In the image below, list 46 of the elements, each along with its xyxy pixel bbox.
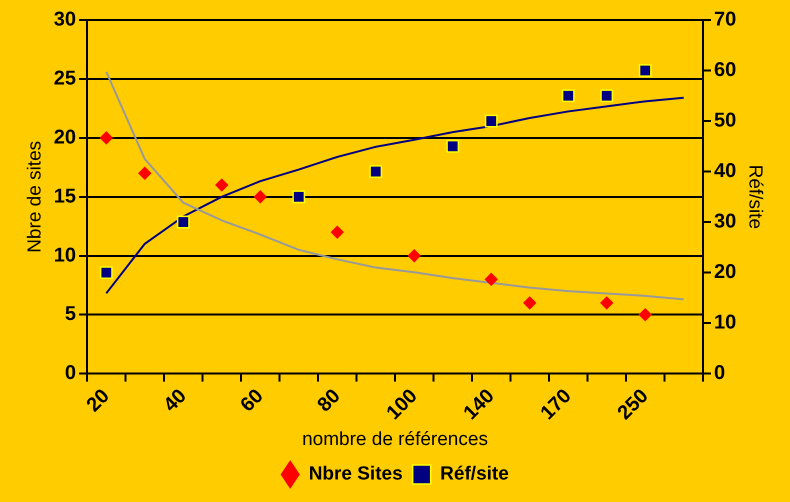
point [446, 140, 460, 153]
y2-tick-label: 30 [714, 210, 736, 233]
point [292, 190, 306, 204]
point [176, 216, 190, 228]
point [638, 308, 652, 322]
y-tick-label: 30 [54, 8, 76, 31]
y-axis-title: Nbre de sites [24, 140, 46, 253]
point [600, 296, 614, 310]
point [138, 166, 152, 180]
y2-axis-title: Réf/site [744, 164, 766, 230]
y-tick-label: 0 [64, 362, 76, 384]
y2-tick-label: 20 [714, 261, 736, 284]
y2-tick-label: 0 [714, 362, 726, 384]
y2-tick-label: 60 [714, 59, 736, 82]
x-tick-label: 170 [536, 385, 576, 424]
point [330, 226, 344, 239]
point [254, 190, 267, 204]
point [484, 272, 498, 286]
point [100, 266, 113, 280]
x-tick-label: 100 [382, 385, 422, 424]
point [100, 131, 113, 144]
point [215, 178, 228, 192]
x-tick-label: 250 [613, 385, 653, 424]
x-axis-title: nombre de références [302, 428, 488, 450]
legend-label: Nbre Sites [308, 464, 403, 485]
y-tick-label: 20 [54, 126, 76, 148]
legend-label: Réf/site [440, 464, 509, 485]
y-tick-label: 5 [64, 303, 76, 326]
point [369, 165, 382, 178]
y2-tick-label: 70 [714, 8, 736, 31]
y-tick-label: 25 [54, 67, 76, 90]
x-tick-label: 140 [460, 385, 499, 424]
y-tick-label: 10 [54, 244, 76, 266]
y2-tick-label: 50 [714, 110, 736, 132]
point [562, 89, 575, 102]
x-tick-label: 40 [159, 385, 191, 416]
y2-tick-label: 10 [714, 312, 736, 334]
point [638, 64, 652, 77]
point [600, 89, 614, 102]
y-tick-label: 15 [54, 185, 76, 208]
x-tick-label: 60 [236, 385, 268, 416]
x-tick-label: 80 [313, 385, 345, 416]
point [484, 114, 498, 128]
point [408, 249, 421, 262]
y2-tick-label: 40 [714, 160, 736, 182]
point [523, 296, 536, 310]
